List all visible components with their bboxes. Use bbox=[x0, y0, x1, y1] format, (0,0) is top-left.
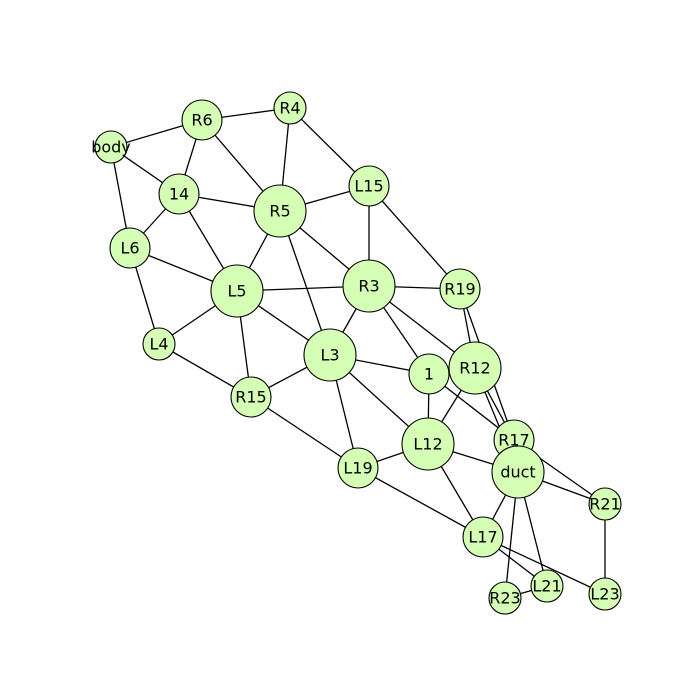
node-L21: L21 bbox=[530, 569, 564, 603]
node-circle bbox=[337, 447, 379, 489]
node-R6: R6 bbox=[181, 99, 223, 141]
edge-L15-R19 bbox=[368, 185, 461, 290]
node-R12: R12 bbox=[448, 341, 502, 395]
node-R3: R3 bbox=[342, 259, 396, 313]
node-label: R15 bbox=[235, 388, 266, 407]
nodes-layer: body R6 R4 14 R5 L15 L6 L5 R3 R19 L4 L3 1 R12 R15 L12 R1… bbox=[91, 91, 622, 615]
node-label: R19 bbox=[444, 280, 475, 299]
node-L12: L12 bbox=[401, 417, 455, 471]
node-circle bbox=[253, 184, 307, 238]
node-label: L4 bbox=[149, 335, 168, 354]
node-R15: R15 bbox=[230, 376, 272, 418]
node-label: L15 bbox=[354, 177, 383, 196]
node-label: L6 bbox=[120, 239, 139, 258]
node-label: L5 bbox=[227, 282, 246, 301]
node-R21: R21 bbox=[588, 487, 622, 521]
edge-L17-L23 bbox=[482, 536, 606, 595]
node-circle bbox=[439, 268, 481, 310]
node-R19: R19 bbox=[439, 268, 481, 310]
node-circle bbox=[273, 91, 307, 125]
node-circle bbox=[408, 353, 450, 395]
node-label: R4 bbox=[279, 99, 300, 118]
node-circle bbox=[230, 376, 272, 418]
node-label: L17 bbox=[468, 528, 497, 547]
node-circle bbox=[348, 165, 390, 207]
node-label: duct bbox=[500, 463, 535, 482]
edge-R15-L19 bbox=[250, 396, 359, 469]
node-circle bbox=[210, 264, 264, 318]
node-label: body bbox=[91, 138, 131, 157]
node-label: R5 bbox=[269, 202, 290, 221]
node-L3: L3 bbox=[303, 328, 357, 382]
node-1: 1 bbox=[408, 353, 450, 395]
node-circle bbox=[448, 341, 502, 395]
node-duct: duct bbox=[491, 445, 545, 499]
node-circle bbox=[181, 99, 223, 141]
node-label: L12 bbox=[413, 435, 442, 454]
node-label: R17 bbox=[498, 431, 529, 450]
node-circle bbox=[342, 259, 396, 313]
node-circle bbox=[491, 445, 545, 499]
edge-L19-L17 bbox=[357, 467, 484, 538]
node-circle bbox=[142, 327, 176, 361]
node-circle bbox=[158, 173, 200, 215]
node-label: R12 bbox=[459, 359, 490, 378]
node-R5: R5 bbox=[253, 184, 307, 238]
node-R23: R23 bbox=[488, 581, 522, 615]
node-L5: L5 bbox=[210, 264, 264, 318]
node-body: body bbox=[91, 130, 131, 164]
node-label: 1 bbox=[424, 365, 434, 384]
node-circle bbox=[588, 487, 622, 521]
node-label: L19 bbox=[343, 459, 372, 478]
node-L6: L6 bbox=[109, 227, 151, 269]
node-circle bbox=[462, 516, 504, 558]
node-circle bbox=[401, 417, 455, 471]
node-circle bbox=[488, 581, 522, 615]
node-circle bbox=[303, 328, 357, 382]
node-L19: L19 bbox=[337, 447, 379, 489]
node-label: L23 bbox=[590, 585, 619, 604]
node-R4: R4 bbox=[273, 91, 307, 125]
node-L15: L15 bbox=[348, 165, 390, 207]
node-circle bbox=[530, 569, 564, 603]
node-label: R3 bbox=[358, 277, 379, 296]
node-label: R6 bbox=[191, 111, 212, 130]
node-label: 14 bbox=[169, 185, 189, 204]
node-14: 14 bbox=[158, 173, 200, 215]
node-circle bbox=[94, 130, 128, 164]
node-circle bbox=[109, 227, 151, 269]
node-L23: L23 bbox=[588, 577, 622, 611]
node-L17: L17 bbox=[462, 516, 504, 558]
node-label: L3 bbox=[320, 346, 339, 365]
node-label: R21 bbox=[589, 495, 620, 514]
node-label: R23 bbox=[489, 589, 520, 608]
node-circle bbox=[588, 577, 622, 611]
node-L4: L4 bbox=[142, 327, 176, 361]
node-label: L21 bbox=[532, 577, 561, 596]
